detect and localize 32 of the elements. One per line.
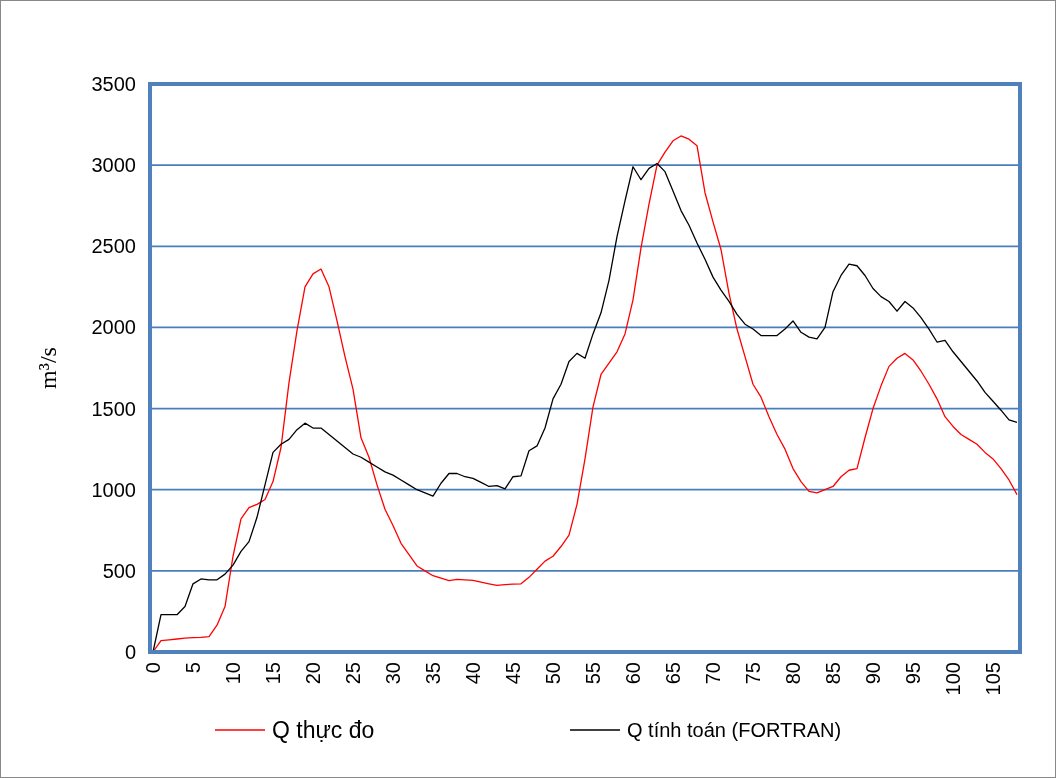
y-tick-label: 2000: [91, 316, 136, 339]
x-tick-label: 30: [382, 662, 404, 685]
y-tick-label: 3500: [91, 73, 136, 95]
y-tick-label: 1000: [91, 478, 136, 501]
y-axis-title: m³/s: [35, 347, 61, 389]
y-tick-label: 500: [102, 559, 136, 582]
y-tick-label: 1500: [91, 397, 136, 420]
legend-label: Q tính toán (FORTRAN): [627, 719, 842, 741]
x-tick-label: 55: [582, 662, 604, 685]
legend-label: Q thực đo: [272, 717, 375, 744]
x-tick-label: 25: [342, 662, 364, 685]
x-tick-label: 5: [182, 662, 204, 674]
x-tick-label: 60: [622, 662, 644, 685]
x-tick-label: 10: [222, 662, 244, 685]
x-tick-label: 105: [982, 662, 1004, 696]
x-tick-label: 35: [422, 662, 444, 685]
x-tick-label: 40: [462, 662, 484, 685]
x-tick-label: 65: [662, 662, 684, 685]
x-tick-label: 85: [822, 662, 844, 685]
x-tick-label: 95: [902, 662, 924, 685]
x-tick-label: 70: [702, 662, 724, 685]
x-tick-label: 100: [942, 662, 964, 696]
x-tick-label: 75: [742, 662, 764, 685]
x-tick-label: 90: [862, 662, 884, 685]
x-tick-label: 50: [542, 662, 564, 685]
y-tick-label: 3000: [91, 154, 136, 177]
x-tick-label: 45: [502, 662, 524, 685]
x-tick-label: 80: [782, 662, 804, 685]
x-tick-label: 0: [142, 662, 164, 674]
x-tick-label: 15: [262, 662, 284, 685]
y-tick-label: 2500: [91, 235, 136, 258]
x-tick-label: 20: [302, 662, 324, 685]
